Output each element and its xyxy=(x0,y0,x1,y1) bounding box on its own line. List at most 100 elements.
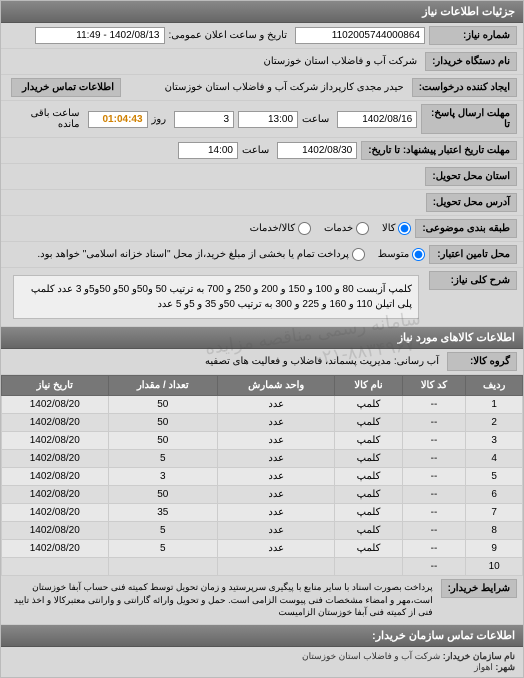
cell-qty: 35 xyxy=(108,504,217,522)
table-row[interactable]: 9--کلمپعدد51402/08/20 xyxy=(2,540,523,558)
input-deadline-time[interactable] xyxy=(238,111,298,128)
cell-qty: 5 xyxy=(108,450,217,468)
input-validity-time[interactable] xyxy=(178,142,238,159)
label-validity: مهلت تاریخ اعتبار پیشنهاد: تا تاریخ: xyxy=(361,141,517,160)
label-address: آدرس محل تحویل: xyxy=(426,193,517,212)
header-title: جزئیات اطلاعات نیاز xyxy=(1,1,523,23)
table-row[interactable]: 5--کلمپعدد31402/08/20 xyxy=(2,468,523,486)
cell-name: کلمپ xyxy=(335,486,402,504)
col-name: نام کالا xyxy=(335,376,402,396)
cell-code: -- xyxy=(402,396,466,414)
cell-name: کلمپ xyxy=(335,468,402,486)
text-buyer-org: شرکت آب و فاضلاب استان خوزستان xyxy=(7,54,421,69)
input-public-datetime[interactable] xyxy=(35,27,165,44)
cell-code: -- xyxy=(402,522,466,540)
label-day: روز xyxy=(148,112,171,127)
col-row: ردیف xyxy=(466,376,523,396)
cell-unit: عدد xyxy=(218,396,335,414)
cell-date: 1402/08/20 xyxy=(2,486,109,504)
cell-name: کلمپ xyxy=(335,540,402,558)
input-remaining xyxy=(88,111,148,128)
label-public-datetime: تاریخ و ساعت اعلان عمومی: xyxy=(165,28,292,43)
cell-date: 1402/08/20 xyxy=(2,522,109,540)
text-desc: کلمپ آزبست 80 و 100 و 150 و 200 و 250 و … xyxy=(13,275,419,319)
label-contact-org: نام سازمان خریدار: xyxy=(443,651,515,661)
input-validity-date[interactable] xyxy=(277,142,357,159)
cell-unit: عدد xyxy=(218,486,335,504)
text-contact-city: اهواز xyxy=(474,662,493,672)
cell-qty: 50 xyxy=(108,396,217,414)
radio-khadamat-label: خدمات xyxy=(324,223,353,234)
cell-date: 1402/08/20 xyxy=(2,450,109,468)
label-requester: ایجاد کننده درخواست: xyxy=(412,78,517,97)
radio-both-label: کالا/خدمات xyxy=(250,223,296,234)
cell-code: -- xyxy=(402,486,466,504)
table-row[interactable]: 7--کلمپعدد351402/08/20 xyxy=(2,504,523,522)
cell-date xyxy=(2,558,109,576)
cell-unit: عدد xyxy=(218,414,335,432)
table-row[interactable]: 4--کلمپعدد51402/08/20 xyxy=(2,450,523,468)
cell-qty xyxy=(108,558,217,576)
cell-code: -- xyxy=(402,450,466,468)
radio-budget-treasury[interactable] xyxy=(352,248,365,261)
cell-code: -- xyxy=(402,414,466,432)
cell-date: 1402/08/20 xyxy=(2,540,109,558)
cell-unit: عدد xyxy=(218,468,335,486)
radio-khadamat[interactable] xyxy=(356,222,369,235)
cell-name: کلمپ xyxy=(335,396,402,414)
text-requester: حیدر مجدی کارپرداز شرکت آب و فاضلاب استا… xyxy=(121,80,408,95)
text-contact-org: شرکت آب و فاضلاب استان خوزستان xyxy=(302,651,440,661)
table-row[interactable]: 10-- xyxy=(2,558,523,576)
cell-unit: عدد xyxy=(218,450,335,468)
radio-kala[interactable] xyxy=(398,222,411,235)
cell-unit: عدد xyxy=(218,540,335,558)
cell-date: 1402/08/20 xyxy=(2,468,109,486)
cell-qty: 3 xyxy=(108,468,217,486)
cell-code: -- xyxy=(402,432,466,450)
radio-group-class: کالا خدمات کالا/خدمات xyxy=(240,222,412,235)
cell-date: 1402/08/20 xyxy=(2,396,109,414)
cell-qty: 5 xyxy=(108,522,217,540)
table-row[interactable]: 8--کلمپعدد51402/08/20 xyxy=(2,522,523,540)
table-row[interactable]: 6--کلمپعدد501402/08/20 xyxy=(2,486,523,504)
cell-code: -- xyxy=(402,468,466,486)
radio-budget-mid[interactable] xyxy=(412,248,425,261)
col-unit: واحد شمارش xyxy=(218,376,335,396)
cell-qty: 50 xyxy=(108,414,217,432)
label-buyer-contact: اطلاعات تماس خریدار xyxy=(11,78,121,97)
cell-date: 1402/08/20 xyxy=(2,504,109,522)
cell-qty: 5 xyxy=(108,540,217,558)
items-table: ردیف کد کالا نام کالا واحد شمارش تعداد /… xyxy=(1,375,523,576)
radio-budget-treasury-label: پرداخت تمام یا بخشی از مبلغ خرید،از محل … xyxy=(37,249,349,260)
cell-n: 9 xyxy=(466,540,523,558)
table-row[interactable]: 2--کلمپعدد501402/08/20 xyxy=(2,414,523,432)
input-day[interactable] xyxy=(174,111,234,128)
label-budget: محل تامین اعتبار: xyxy=(429,245,517,264)
cell-unit xyxy=(218,558,335,576)
cell-unit: عدد xyxy=(218,504,335,522)
label-req-number: شماره نیاز: xyxy=(429,26,517,45)
cell-name: کلمپ xyxy=(335,522,402,540)
cell-n: 5 xyxy=(466,468,523,486)
input-deadline-date[interactable] xyxy=(337,111,417,128)
cell-n: 10 xyxy=(466,558,523,576)
cell-n: 2 xyxy=(466,414,523,432)
label-classification: طبقه بندی موضوعی: xyxy=(415,219,517,238)
cell-qty: 50 xyxy=(108,486,217,504)
cell-name xyxy=(335,558,402,576)
cell-code: -- xyxy=(402,504,466,522)
radio-both[interactable] xyxy=(298,222,311,235)
cell-code: -- xyxy=(402,540,466,558)
cell-name: کلمپ xyxy=(335,432,402,450)
cell-date: 1402/08/20 xyxy=(2,432,109,450)
cell-unit: عدد xyxy=(218,522,335,540)
label-buyer-org: نام دستگاه خریدار: xyxy=(425,52,517,71)
label-time-2: ساعت xyxy=(238,143,273,158)
cell-name: کلمپ xyxy=(335,450,402,468)
table-row[interactable]: 3--کلمپعدد501402/08/20 xyxy=(2,432,523,450)
cell-name: کلمپ xyxy=(335,414,402,432)
input-req-number[interactable] xyxy=(295,27,425,44)
label-contact-city: شهر: xyxy=(495,662,515,672)
table-row[interactable]: 1--کلمپعدد501402/08/20 xyxy=(2,396,523,414)
col-date: تاریخ نیاز xyxy=(2,376,109,396)
